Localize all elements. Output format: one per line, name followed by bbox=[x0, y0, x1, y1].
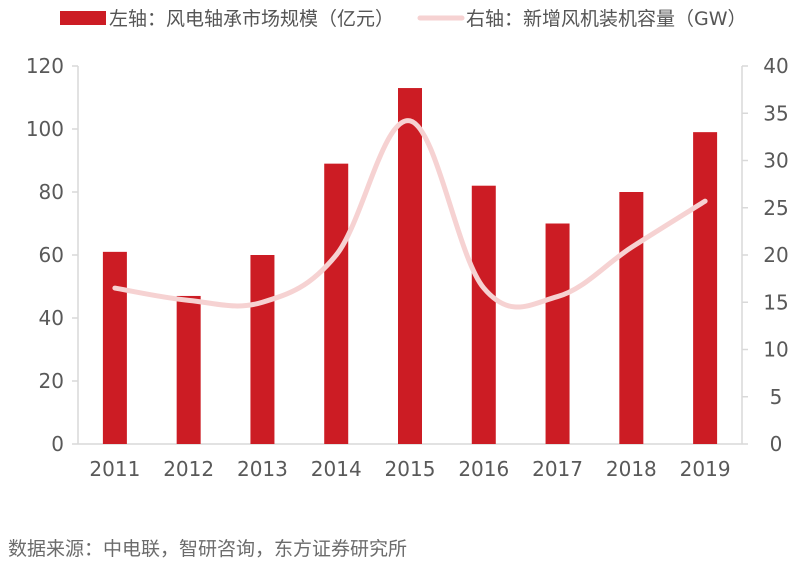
right-axis-tick-label: 20 bbox=[763, 243, 788, 267]
bar bbox=[398, 88, 422, 445]
x-axis-tick-label: 2015 bbox=[385, 457, 436, 481]
right-axis-tick-label: 5 bbox=[770, 385, 783, 409]
left-axis-tick-label: 120 bbox=[26, 54, 64, 78]
left-axis-tick-label: 0 bbox=[51, 432, 64, 456]
capacity-line bbox=[112, 118, 708, 310]
legend-bar-label: 左轴：风电轴承市场规模（亿元） bbox=[109, 8, 394, 30]
left-axis-tick-label: 40 bbox=[39, 306, 64, 330]
line-point bbox=[408, 119, 412, 123]
right-axis-tick-label: 0 bbox=[770, 432, 783, 456]
bar bbox=[176, 295, 201, 444]
right-axis-tick-label: 40 bbox=[763, 54, 788, 78]
left-axis-tick-label: 60 bbox=[39, 243, 64, 267]
left-axis-tick-label: 20 bbox=[39, 369, 64, 393]
line-point bbox=[703, 199, 707, 203]
bar bbox=[102, 251, 127, 444]
line-layer bbox=[112, 118, 708, 310]
left-axis-tick-label: 80 bbox=[39, 180, 64, 204]
bar bbox=[250, 255, 275, 444]
x-axis-tick-label: 2017 bbox=[532, 457, 583, 481]
x-axis-tick-label: 2016 bbox=[458, 457, 509, 481]
line-point bbox=[113, 286, 117, 290]
line-point bbox=[482, 286, 486, 290]
chart: 左轴：风电轴承市场规模（亿元） 右轴：新增风机装机容量（GW） 0 20 40 60 8… bbox=[26, 8, 789, 481]
right-axis-tick-label: 35 bbox=[763, 101, 788, 125]
bar bbox=[619, 192, 644, 444]
bar bbox=[545, 223, 570, 444]
bars bbox=[102, 88, 718, 445]
right-axis-tick-label: 10 bbox=[763, 338, 788, 362]
right-axis-tick-label: 15 bbox=[763, 290, 788, 314]
line-point bbox=[556, 295, 560, 299]
right-axis-tick-label: 25 bbox=[763, 196, 788, 220]
legend-bar-swatch bbox=[60, 11, 106, 25]
line-point bbox=[260, 300, 264, 304]
bar bbox=[471, 185, 496, 444]
line-point bbox=[334, 253, 338, 257]
x-axis-tick-label: 2011 bbox=[89, 457, 140, 481]
legend: 左轴：风电轴承市场规模（亿元） 右轴：新增风机装机容量（GW） bbox=[60, 8, 747, 30]
labels: 2011 2012 2013 2014 2015 2016 2017 2018 2019 bbox=[89, 457, 730, 481]
x-axis-tick-label: 2012 bbox=[163, 457, 214, 481]
line-point bbox=[629, 245, 633, 249]
x-axis-tick-label: 2018 bbox=[606, 457, 657, 481]
x-axis-tick-label: 2013 bbox=[237, 457, 288, 481]
bar bbox=[324, 163, 349, 444]
left-axis-tick-label: 100 bbox=[26, 117, 64, 141]
bar bbox=[693, 132, 718, 444]
legend-line-label: 右轴：新增风机装机容量（GW） bbox=[466, 8, 747, 30]
right-axis-tick-label: 30 bbox=[763, 149, 788, 173]
line-point bbox=[187, 298, 191, 302]
source-note: 数据来源：中电联，智研咨询，东方证券研究所 bbox=[8, 538, 408, 560]
x-axis-tick-label: 2019 bbox=[680, 457, 731, 481]
axes: 0 20 40 60 80 100 120 0 5 10 15 20 25 30 35 40 bbox=[26, 54, 789, 456]
x-axis-tick-label: 2014 bbox=[311, 457, 362, 481]
